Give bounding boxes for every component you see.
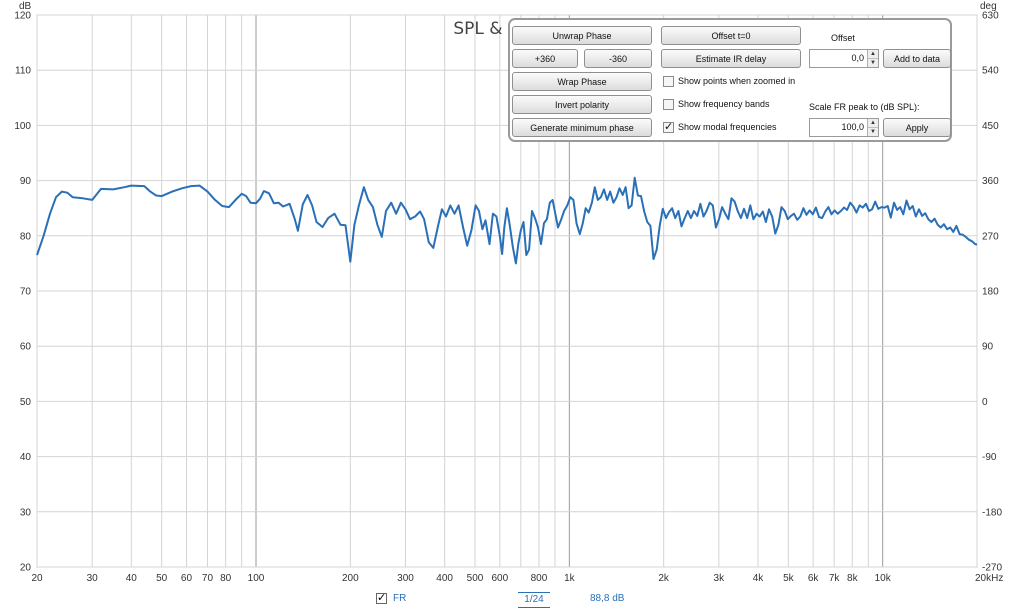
legend-bar: ✓ FR 1/24 88,8 dB [0, 590, 1024, 610]
x-tick-label: 40 [126, 573, 138, 584]
y-tick-label: 100 [14, 121, 31, 132]
right-tick-label: 180 [982, 287, 999, 298]
x-tick-label: 200 [342, 573, 359, 584]
show-frequency-bands-option[interactable]: Show frequency bands [663, 97, 770, 111]
x-tick-label: 2k [658, 573, 670, 584]
right-tick-label: 0 [982, 397, 988, 408]
x-tick-label: 20 [31, 573, 43, 584]
right-tick-label: -270 [982, 563, 1002, 574]
spin-up-icon[interactable]: ▲ [868, 50, 878, 58]
y-tick-label: 60 [20, 342, 32, 353]
offset-label: Offset [831, 33, 855, 43]
show-points-label: Show points when zoomed in [678, 76, 796, 86]
chart-series [36, 176, 978, 265]
x-tick-label: 8k [847, 573, 859, 584]
offset-t0-button[interactable]: Offset t=0 [661, 26, 801, 45]
wrap-phase-button[interactable]: Wrap Phase [512, 72, 652, 91]
y-tick-label: 90 [20, 176, 32, 187]
right-tick-label: 450 [982, 121, 999, 132]
x-tick-label: 70 [202, 573, 214, 584]
offset-spinner[interactable]: 0,0 ▲ ▼ [809, 49, 879, 68]
spin-down-icon[interactable]: ▼ [868, 58, 878, 67]
right-tick-label: 540 [982, 66, 999, 77]
fr-trace-checkbox[interactable]: ✓ [376, 592, 387, 604]
y-tick-label: 20 [20, 563, 32, 574]
right-tick-label: 270 [982, 231, 999, 242]
offset-value[interactable]: 0,0 [851, 53, 864, 63]
right-tick-label: -180 [982, 507, 1002, 518]
x-tick-label: 30 [87, 573, 99, 584]
x-tick-label: 80 [220, 573, 232, 584]
x-tick-label: 6k [808, 573, 820, 584]
y-tick-label: 30 [20, 507, 32, 518]
x-tick-label: 7k [829, 573, 841, 584]
right-tick-label: 90 [982, 342, 994, 353]
show-frequency-bands-checkbox[interactable] [663, 98, 674, 110]
minus-360-button[interactable]: -360 [584, 49, 652, 68]
y-tick-label: 40 [20, 452, 32, 463]
y-tick-label: 120 [14, 11, 31, 22]
x-tick-label: 60 [181, 573, 193, 584]
plus-360-button[interactable]: +360 [512, 49, 578, 68]
right-tick-label: 360 [982, 176, 999, 187]
fr-trace-label[interactable]: FR [393, 593, 407, 604]
x-tick-label: 20kHz [975, 573, 1003, 584]
generate-minimum-phase-button[interactable]: Generate minimum phase [512, 118, 652, 137]
right-tick-label: -90 [982, 452, 997, 463]
unwrap-phase-button[interactable]: Unwrap Phase [512, 26, 652, 45]
right-axis-unit: deg [980, 1, 997, 12]
show-frequency-bands-label: Show frequency bands [678, 99, 770, 109]
spin-down-icon[interactable]: ▼ [868, 127, 878, 136]
scale-fr-value[interactable]: 100,0 [841, 122, 864, 132]
x-tick-label: 5k [783, 573, 795, 584]
phase-control-panel: Unwrap Phase +360 -360 Wrap Phase Invert… [508, 18, 952, 142]
x-tick-label: 10k [875, 573, 892, 584]
x-tick-label: 500 [467, 573, 484, 584]
add-to-data-button[interactable]: Add to data [883, 49, 951, 68]
show-points-option[interactable]: Show points when zoomed in [663, 74, 795, 88]
x-tick-label: 400 [436, 573, 453, 584]
x-tick-label: 800 [531, 573, 548, 584]
show-points-checkbox[interactable] [663, 75, 674, 87]
scale-fr-spinner[interactable]: 100,0 ▲ ▼ [809, 118, 879, 137]
x-tick-label: 600 [491, 573, 508, 584]
y-tick-label: 110 [15, 66, 31, 77]
fr-cursor-readout: 88,8 dB [590, 593, 625, 604]
x-tick-label: 300 [397, 573, 414, 584]
show-modal-frequencies-checkbox[interactable]: ✓ [663, 120, 674, 133]
x-tick-label: 100 [248, 573, 265, 584]
right-tick-label: 630 [982, 11, 999, 22]
y-tick-label: 50 [20, 397, 32, 408]
y-tick-label: 80 [20, 231, 32, 242]
show-modal-frequencies-option[interactable]: ✓ Show modal frequencies [663, 120, 777, 134]
apply-button[interactable]: Apply [883, 118, 951, 137]
spin-up-icon[interactable]: ▲ [868, 119, 878, 127]
x-tick-label: 4k [753, 573, 765, 584]
estimate-ir-delay-button[interactable]: Estimate IR delay [661, 49, 801, 68]
smoothing-indicator[interactable]: 1/24 [518, 592, 550, 608]
y-tick-label: 70 [20, 287, 32, 298]
invert-polarity-button[interactable]: Invert polarity [512, 95, 652, 114]
scale-fr-peak-label: Scale FR peak to (dB SPL): [809, 102, 920, 112]
x-tick-label: 3k [714, 573, 726, 584]
x-tick-label: 1k [564, 573, 576, 584]
x-tick-label: 50 [156, 573, 168, 584]
fr-series-line [36, 176, 978, 265]
left-axis-unit: dB [19, 1, 32, 12]
chart-axes: 20 30 40 50 60 70 80 90 100 110 120 -270 -180 -90 0 90 1… [14, 1, 1003, 584]
show-modal-frequencies-label: Show modal frequencies [678, 122, 777, 132]
